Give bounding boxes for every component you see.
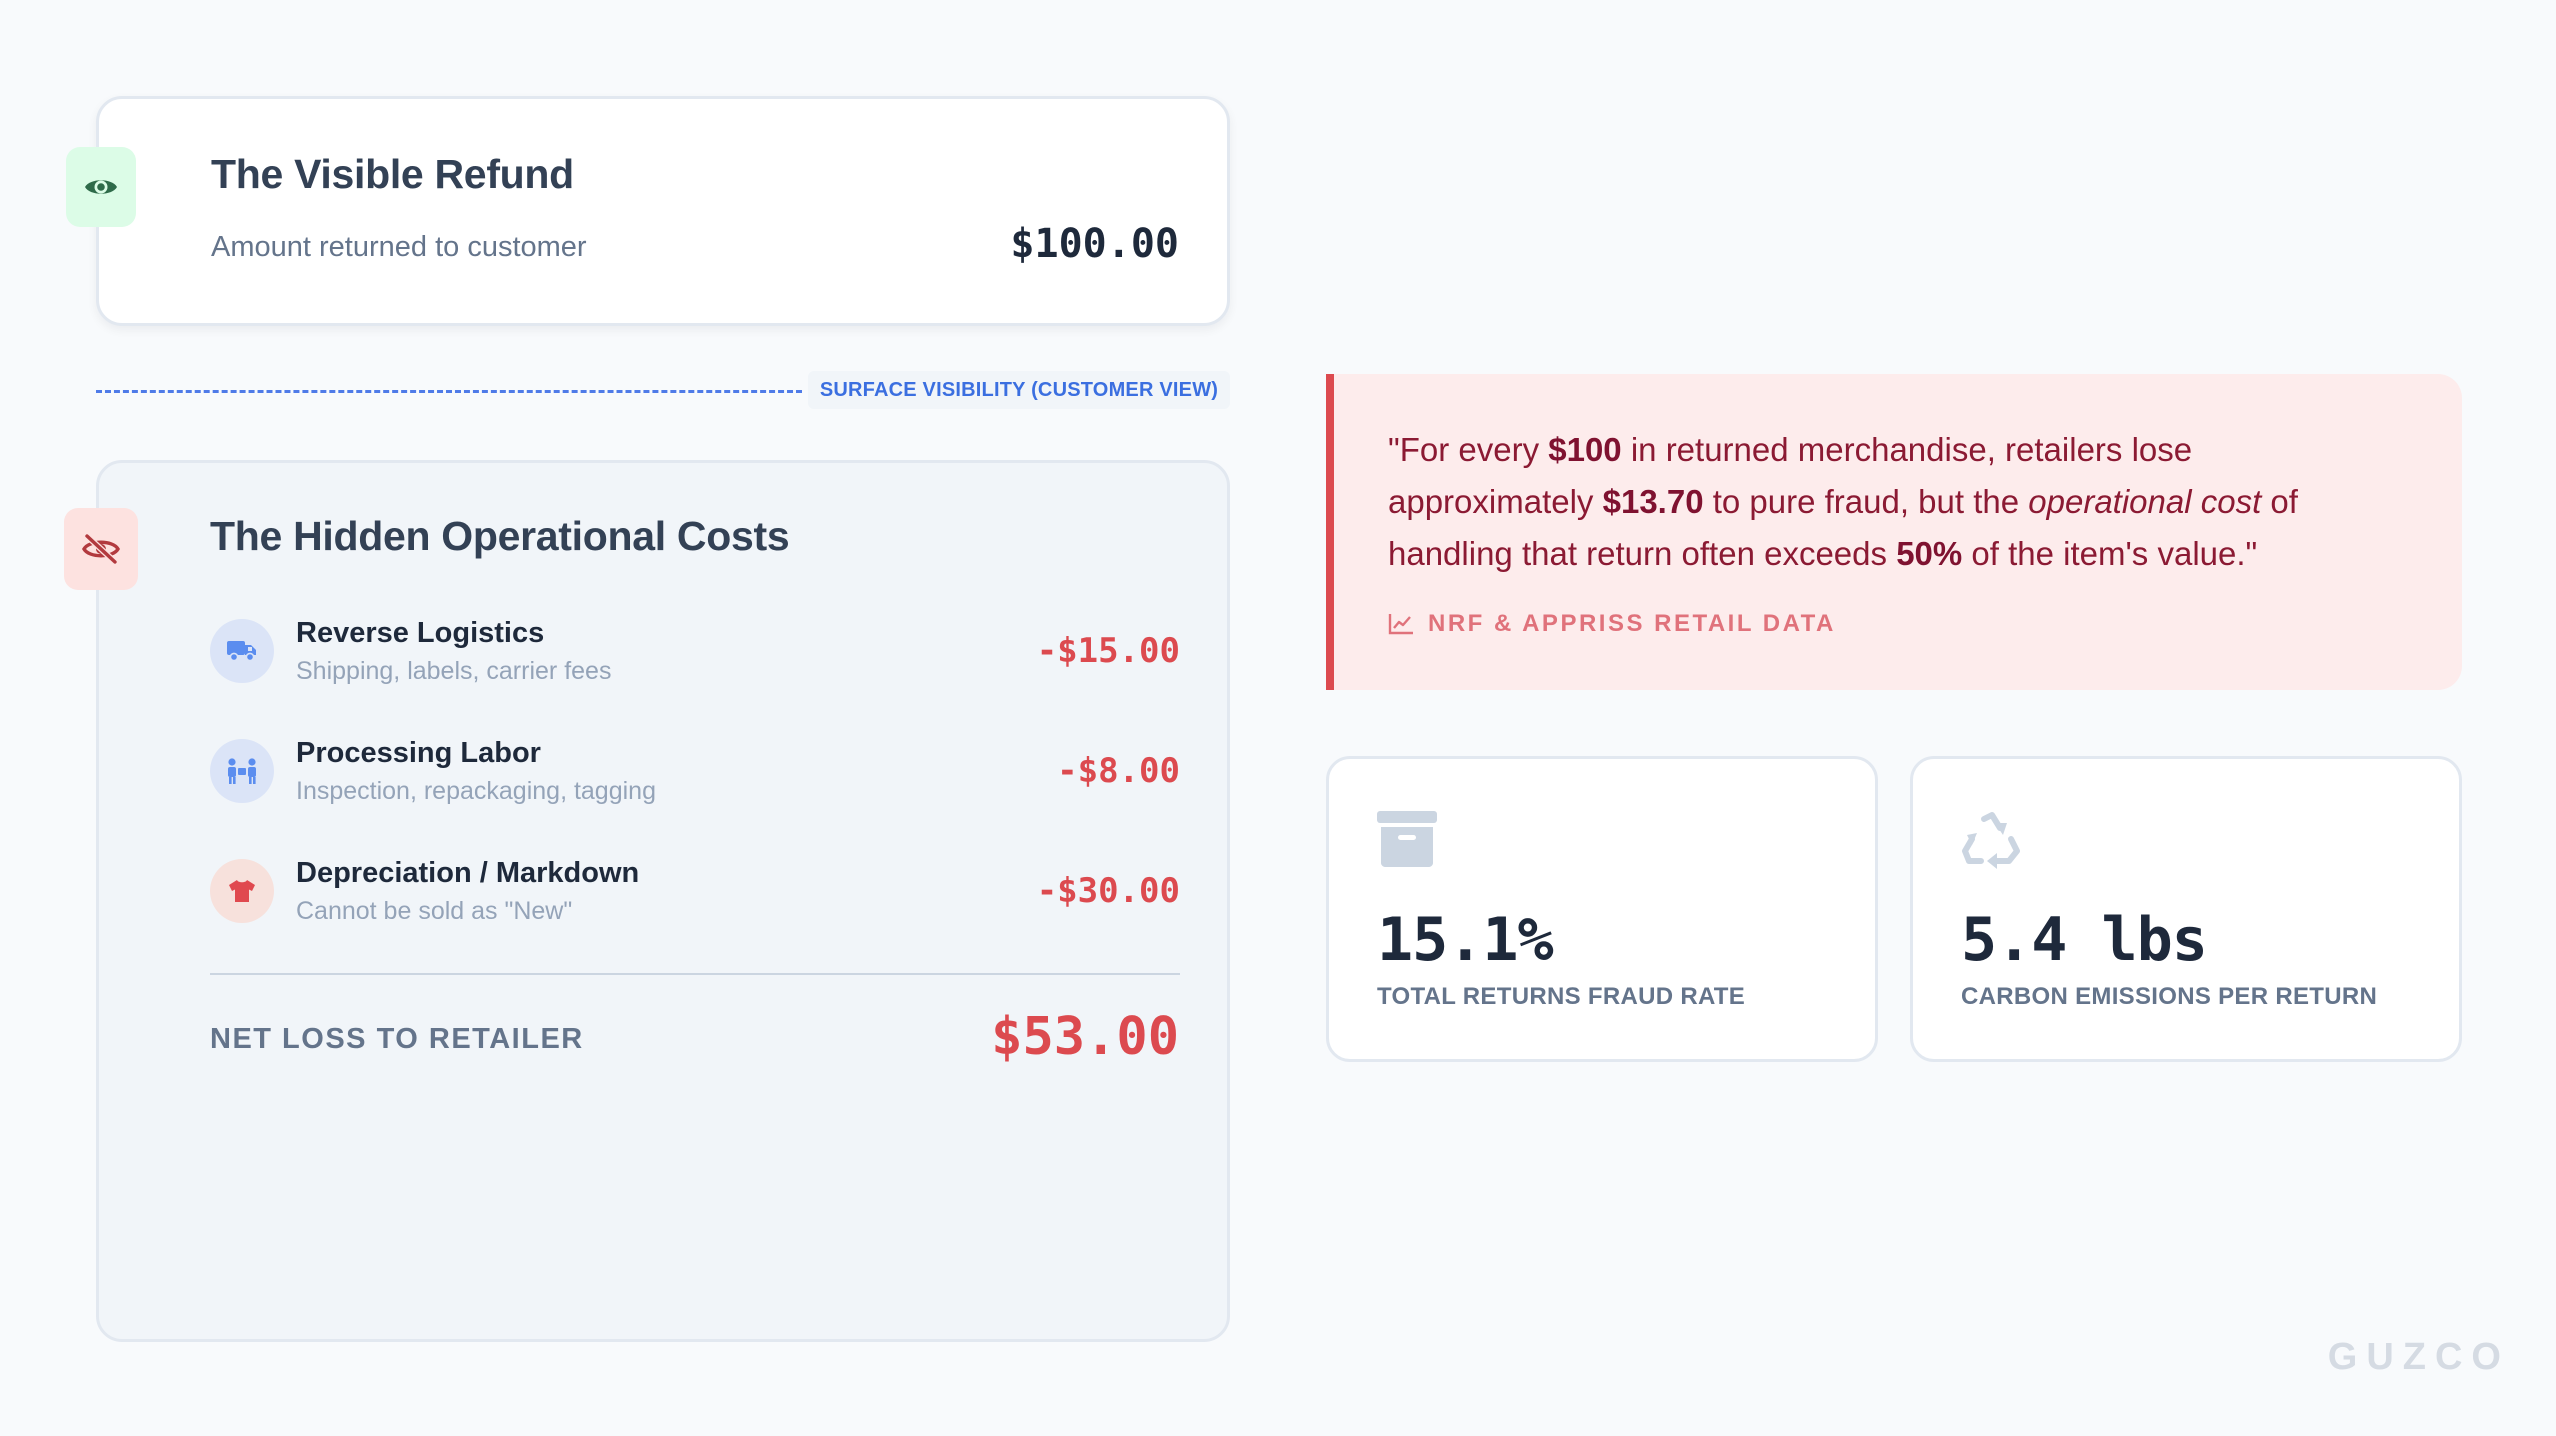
cost-amount: -$8.00 bbox=[1057, 751, 1180, 791]
net-loss-amount: $53.00 bbox=[991, 1007, 1179, 1067]
quote-source: NRF & APPRISS RETAIL DATA bbox=[1388, 610, 1836, 638]
cost-icon-badge bbox=[210, 619, 274, 683]
chart-line-icon bbox=[1388, 614, 1413, 635]
cost-description: Inspection, repackaging, tagging bbox=[296, 777, 656, 805]
cost-divider bbox=[210, 973, 1180, 975]
stat-value: 5.4 lbs bbox=[1961, 905, 2208, 975]
cost-icon-badge bbox=[210, 739, 274, 803]
hidden-costs-title: The Hidden Operational Costs bbox=[210, 513, 790, 559]
visible-refund-amount: $100.00 bbox=[1010, 221, 1179, 267]
cost-row-depreciation: Depreciation / Markdown Cannot be sold a… bbox=[210, 853, 1180, 933]
archive-box-icon bbox=[1377, 811, 1437, 867]
quote-emphasis: operational cost bbox=[2028, 483, 2262, 520]
cost-label: Reverse Logistics bbox=[296, 617, 545, 649]
quote-source-label: NRF & APPRISS RETAIL DATA bbox=[1428, 610, 1836, 637]
stat-label: CARBON EMISSIONS PER RETURN bbox=[1961, 983, 2378, 1010]
stat-card-fraud-rate: 15.1% TOTAL RETURNS FRAUD RATE bbox=[1326, 756, 1878, 1062]
cost-row-reverse-logistics: Reverse Logistics Shipping, labels, carr… bbox=[210, 613, 1180, 693]
cost-row-processing-labor: Processing Labor Inspection, repackaging… bbox=[210, 733, 1180, 813]
hidden-badge bbox=[64, 508, 138, 590]
quote-highlight: $100 bbox=[1548, 431, 1622, 468]
surface-divider-label: SURFACE VISIBILITY (CUSTOMER VIEW) bbox=[808, 371, 1230, 409]
fraud-quote-callout: "For every $100 in returned merchandise,… bbox=[1326, 374, 2462, 690]
brand-logo: GUZCO bbox=[2327, 1336, 2510, 1378]
cost-label: Processing Labor bbox=[296, 737, 541, 769]
stat-label: TOTAL RETURNS FRAUD RATE bbox=[1377, 983, 1746, 1010]
quote-highlight: 50% bbox=[1896, 535, 1963, 572]
quote-highlight: $13.70 bbox=[1602, 483, 1704, 520]
visible-refund-subtitle: Amount returned to customer bbox=[211, 231, 587, 263]
shirt-icon bbox=[229, 880, 255, 902]
hidden-costs-card: The Hidden Operational Costs Reverse Log… bbox=[96, 460, 1230, 1342]
cost-amount: -$30.00 bbox=[1036, 871, 1180, 911]
eye-slash-icon bbox=[82, 533, 120, 565]
cost-description: Shipping, labels, carrier fees bbox=[296, 657, 612, 685]
truck-icon bbox=[227, 641, 256, 662]
visible-badge bbox=[66, 147, 136, 227]
cost-icon-badge bbox=[210, 859, 274, 923]
people-carry-icon bbox=[228, 758, 256, 784]
surface-divider-line bbox=[96, 390, 802, 393]
visible-refund-title: The Visible Refund bbox=[211, 151, 574, 197]
recycle-icon bbox=[1962, 812, 2020, 869]
cost-amount: -$15.00 bbox=[1036, 631, 1180, 671]
eye-icon bbox=[85, 180, 117, 194]
cost-description: Cannot be sold as "New" bbox=[296, 897, 573, 925]
stat-card-carbon: 5.4 lbs CARBON EMISSIONS PER RETURN bbox=[1910, 756, 2462, 1062]
cost-label: Depreciation / Markdown bbox=[296, 857, 640, 889]
stat-value: 15.1% bbox=[1377, 905, 1554, 975]
quote-text: "For every $100 in returned merchandise,… bbox=[1388, 431, 2298, 572]
visible-refund-card: The Visible Refund Amount returned to cu… bbox=[96, 96, 1230, 326]
net-loss-label: NET LOSS TO RETAILER bbox=[210, 1023, 584, 1055]
